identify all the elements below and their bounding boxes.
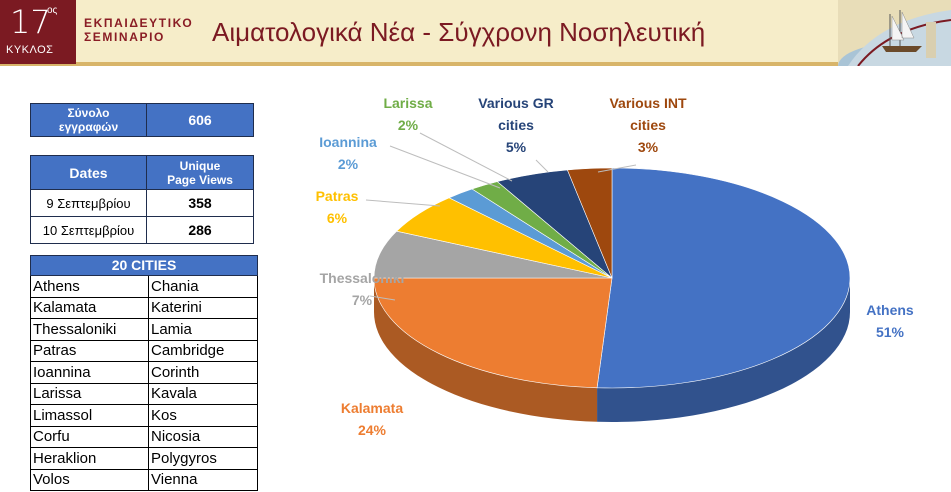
slice-value-label: 2% (398, 117, 419, 133)
slice-label: cities (630, 117, 666, 133)
table-row: Kalamata Katerini (30, 296, 258, 319)
registrations-label: Σύνολο εγγραφών (30, 103, 147, 137)
city-cell: Heraklion (30, 447, 149, 470)
views-cell: 286 (146, 216, 254, 244)
registrations-table: Σύνολο εγγραφών 606 (30, 103, 254, 137)
table-row: Thessaloniki Lamia (30, 318, 258, 341)
cities-table-title: 20 CITIES (30, 255, 258, 276)
pie-slice-athens (596, 167, 851, 389)
page-views-table: Dates Unique Page Views 9 Σεπτεμβρίου 35… (30, 155, 254, 244)
cycle-badge: 17 ος ΚΥΚΛΟΣ (0, 0, 76, 64)
slice-label: Athens (866, 302, 914, 318)
city-cell: Patras (30, 339, 149, 362)
header-banner (0, 0, 951, 64)
slice-label: Thessaloniki (320, 270, 405, 286)
leader-line (535, 159, 549, 173)
pie-slice-various-int-cities (566, 167, 613, 279)
table-row: Larissa Kavala (30, 382, 258, 405)
date-cell: 9 Σεπτεμβρίου (30, 189, 147, 217)
pie-slice-thessaloniki (373, 230, 613, 279)
slice-label: cities (498, 117, 534, 133)
city-cell: Kavala (148, 382, 258, 405)
registrations-label-line2: εγγραφών (58, 120, 119, 134)
pie-slice-kalamata (373, 277, 613, 389)
badge-number: 17 (10, 3, 51, 41)
table-row: Athens Chania (30, 275, 258, 298)
city-cell: Thessaloniki (30, 318, 149, 341)
views-header-line1: Unique (179, 158, 221, 173)
city-cell: Vienna (148, 468, 258, 491)
slice-value-label: 6% (327, 210, 348, 226)
city-cell: Kalamata (30, 296, 149, 319)
pie-side-kalamata (374, 278, 598, 422)
leader-line (389, 145, 501, 189)
header-stripe (0, 62, 951, 66)
views-header: Unique Page Views (146, 155, 254, 190)
city-cell: Ioannina (30, 361, 149, 384)
registrations-label-line1: Σύνολο (67, 106, 110, 120)
seminar-label: ΕΚΠΑΙΔΕΥΤΙΚΟ ΣΕΜΙΝΑΡΙΟ (84, 16, 193, 44)
city-cell: Chania (148, 275, 258, 298)
city-cell: Volos (30, 468, 149, 491)
slice-label: Larissa (383, 95, 432, 111)
table-row: Volos Vienna (30, 468, 258, 491)
leader-line (597, 164, 637, 173)
ship-logo-icon (838, 0, 951, 66)
badge-superscript: ος (47, 5, 58, 16)
slice-value-label: 7% (352, 292, 373, 308)
slice-label: Ioannina (319, 134, 377, 150)
views-header-line2: Page Views (167, 172, 233, 187)
slice-value-label: 24% (358, 422, 387, 438)
slice-value-label: 3% (638, 139, 659, 155)
table-row: Limassol Kos (30, 404, 258, 427)
slice-value-label: 51% (876, 324, 905, 340)
pie-tops (373, 167, 851, 389)
table-row: 9 Σεπτεμβρίου 358 (30, 189, 254, 217)
dates-header: Dates (30, 155, 147, 190)
page-title: Αιματολογικά Νέα - Σύγχρονη Νοσηλευτική (212, 17, 706, 47)
registrations-value: 606 (146, 103, 254, 137)
badge-caption: ΚΥΚΛΟΣ (6, 44, 54, 56)
slice-label: Various GR (478, 95, 553, 111)
leader-line (369, 295, 396, 301)
slice-value-label: 5% (506, 139, 527, 155)
table-row: Heraklion Polygyros (30, 447, 258, 470)
seminar-line1: ΕΚΠΑΙΔΕΥΤΙΚΟ (84, 16, 194, 30)
table-row: Ioannina Corinth (30, 361, 258, 384)
table-row: Patras Cambridge (30, 339, 258, 362)
table-row: 10 Σεπτεμβρίου 286 (30, 216, 254, 244)
slice-label: Various INT (609, 95, 686, 111)
leader-line (419, 132, 513, 182)
slice-value-label: 2% (338, 156, 359, 172)
table-row: Corfu Nicosia (30, 425, 258, 448)
cities-table: 20 CITIES Athens Chania Kalamata Katerini … (30, 255, 258, 491)
city-cell: Katerini (148, 296, 258, 319)
city-cell: Polygyros (148, 447, 258, 470)
slice-label: Kalamata (341, 400, 403, 416)
seminar-line2: ΣΕΜΙΝΑΡΙΟ (84, 30, 165, 44)
leader-line (365, 199, 441, 207)
pie-labels: Athens 51% Kalamata 24% Thessaloniki 7% Patras… (316, 95, 914, 438)
slice-label: Patras (316, 188, 359, 204)
city-cell: Corfu (30, 425, 149, 448)
city-cell: Kos (148, 404, 258, 427)
city-cell: Corinth (148, 361, 258, 384)
